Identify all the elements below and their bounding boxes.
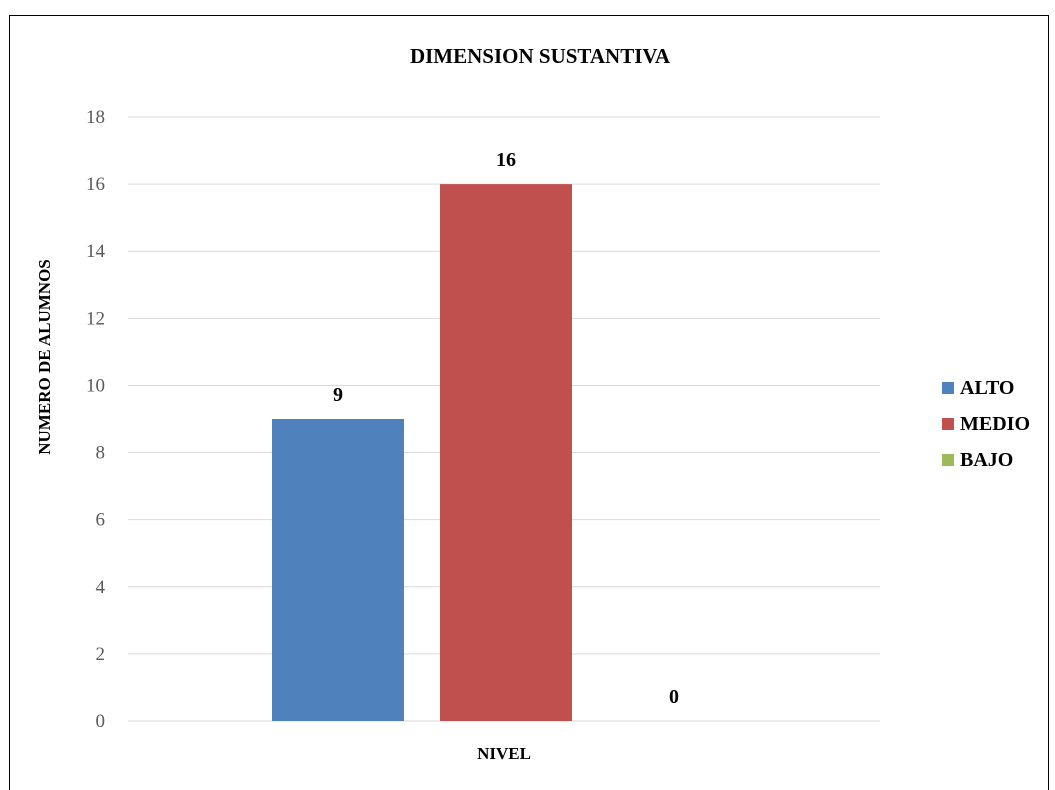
y-tick-label: 14 — [86, 241, 106, 262]
y-tick-label: 18 — [86, 107, 105, 128]
y-axis-label: NUMERO DE ALUMNOS — [35, 259, 54, 455]
legend-swatch-alto — [942, 382, 954, 394]
bar-medio — [440, 184, 572, 722]
legend-swatch-bajo — [942, 454, 954, 466]
y-tick-label: 6 — [96, 510, 106, 531]
y-tick-label: 4 — [96, 577, 106, 598]
legend-label-medio: MEDIO — [960, 413, 1030, 435]
chart-title: DIMENSION SUSTANTIVA — [410, 44, 671, 68]
legend-label-alto: ALTO — [960, 377, 1014, 399]
y-tick-label: 8 — [96, 443, 106, 464]
legend-swatch-medio — [942, 418, 954, 430]
data-label-alto: 9 — [333, 384, 343, 406]
bar-alto — [272, 419, 404, 721]
y-tick-label: 10 — [86, 375, 105, 396]
bars — [272, 184, 572, 722]
y-tick-label: 16 — [86, 174, 105, 195]
data-label-bajo: 0 — [669, 686, 679, 708]
y-tick-label: 12 — [86, 308, 105, 329]
data-labels: 9 16 0 — [333, 149, 679, 708]
y-tick-label: 2 — [96, 644, 106, 665]
y-axis-tick-labels: 0 2 4 6 8 10 12 14 16 18 — [86, 107, 106, 732]
y-tick-label: 0 — [96, 711, 106, 732]
x-axis-label: NIVEL — [477, 744, 531, 763]
legend: ALTO MEDIO BAJO — [942, 377, 1030, 471]
legend-label-bajo: BAJO — [960, 449, 1013, 471]
data-label-medio: 16 — [496, 149, 516, 171]
